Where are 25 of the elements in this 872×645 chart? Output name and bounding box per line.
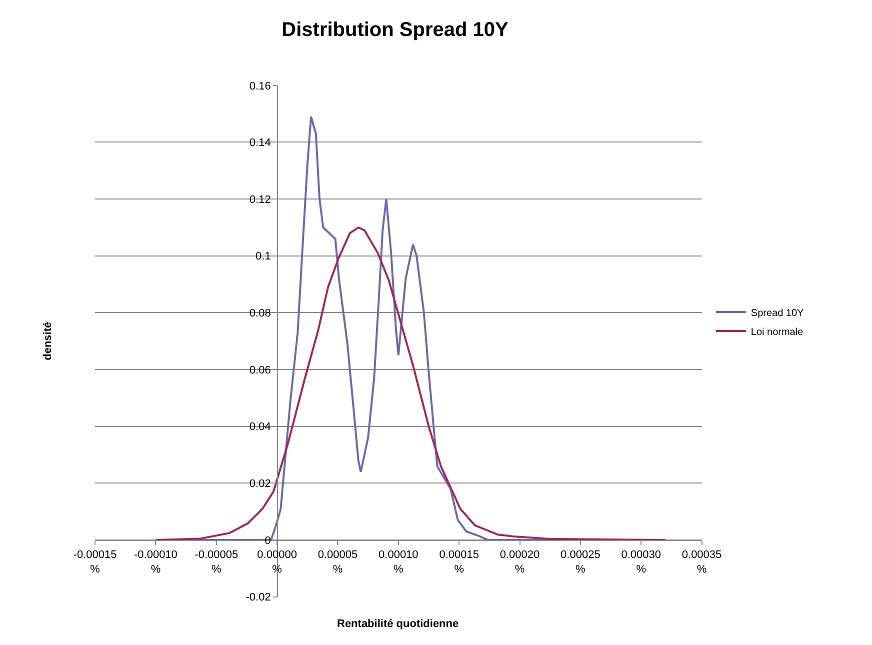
y-tick-label: 0.02 bbox=[249, 478, 271, 490]
x-tick-label: 0.00015 % bbox=[439, 549, 479, 576]
x-axis-title: Rentabilité quotidienne bbox=[337, 618, 459, 630]
x-tick-label: -0.00005 % bbox=[194, 549, 238, 576]
chart-title: Distribution Spread 10Y bbox=[282, 19, 510, 42]
x-tick-label: -0.00015 % bbox=[73, 549, 117, 576]
y-tick-label: 0.16 bbox=[249, 80, 271, 92]
y-tick-label: 0.04 bbox=[249, 421, 271, 434]
x-tick-label: 0.00025 % bbox=[560, 549, 600, 576]
x-tick-label: 0.00010 % bbox=[378, 549, 418, 576]
x-tick-label: 0.00020 % bbox=[500, 549, 540, 576]
y-tick-label: 0.08 bbox=[249, 308, 271, 320]
y-axis-title: densité bbox=[42, 322, 54, 360]
legend-label: Loi normale bbox=[750, 326, 804, 338]
x-tick-label: 0.00000 % bbox=[257, 549, 297, 576]
y-tick-label: -0.02 bbox=[246, 592, 271, 604]
x-tick-label: 0.00030 % bbox=[621, 549, 661, 576]
x-tick-label: 0.00005 % bbox=[318, 549, 358, 576]
x-tick-label: -0.00010 % bbox=[134, 549, 178, 576]
y-tick-label: 0.14 bbox=[249, 137, 271, 150]
legend-label: Spread 10Y bbox=[750, 308, 804, 319]
y-tick-label: 0.06 bbox=[249, 364, 271, 376]
y-tick-label: 0.1 bbox=[256, 250, 271, 263]
y-tick-label: 0.12 bbox=[249, 194, 271, 206]
x-tick-label: 0.00035 % bbox=[682, 549, 722, 576]
